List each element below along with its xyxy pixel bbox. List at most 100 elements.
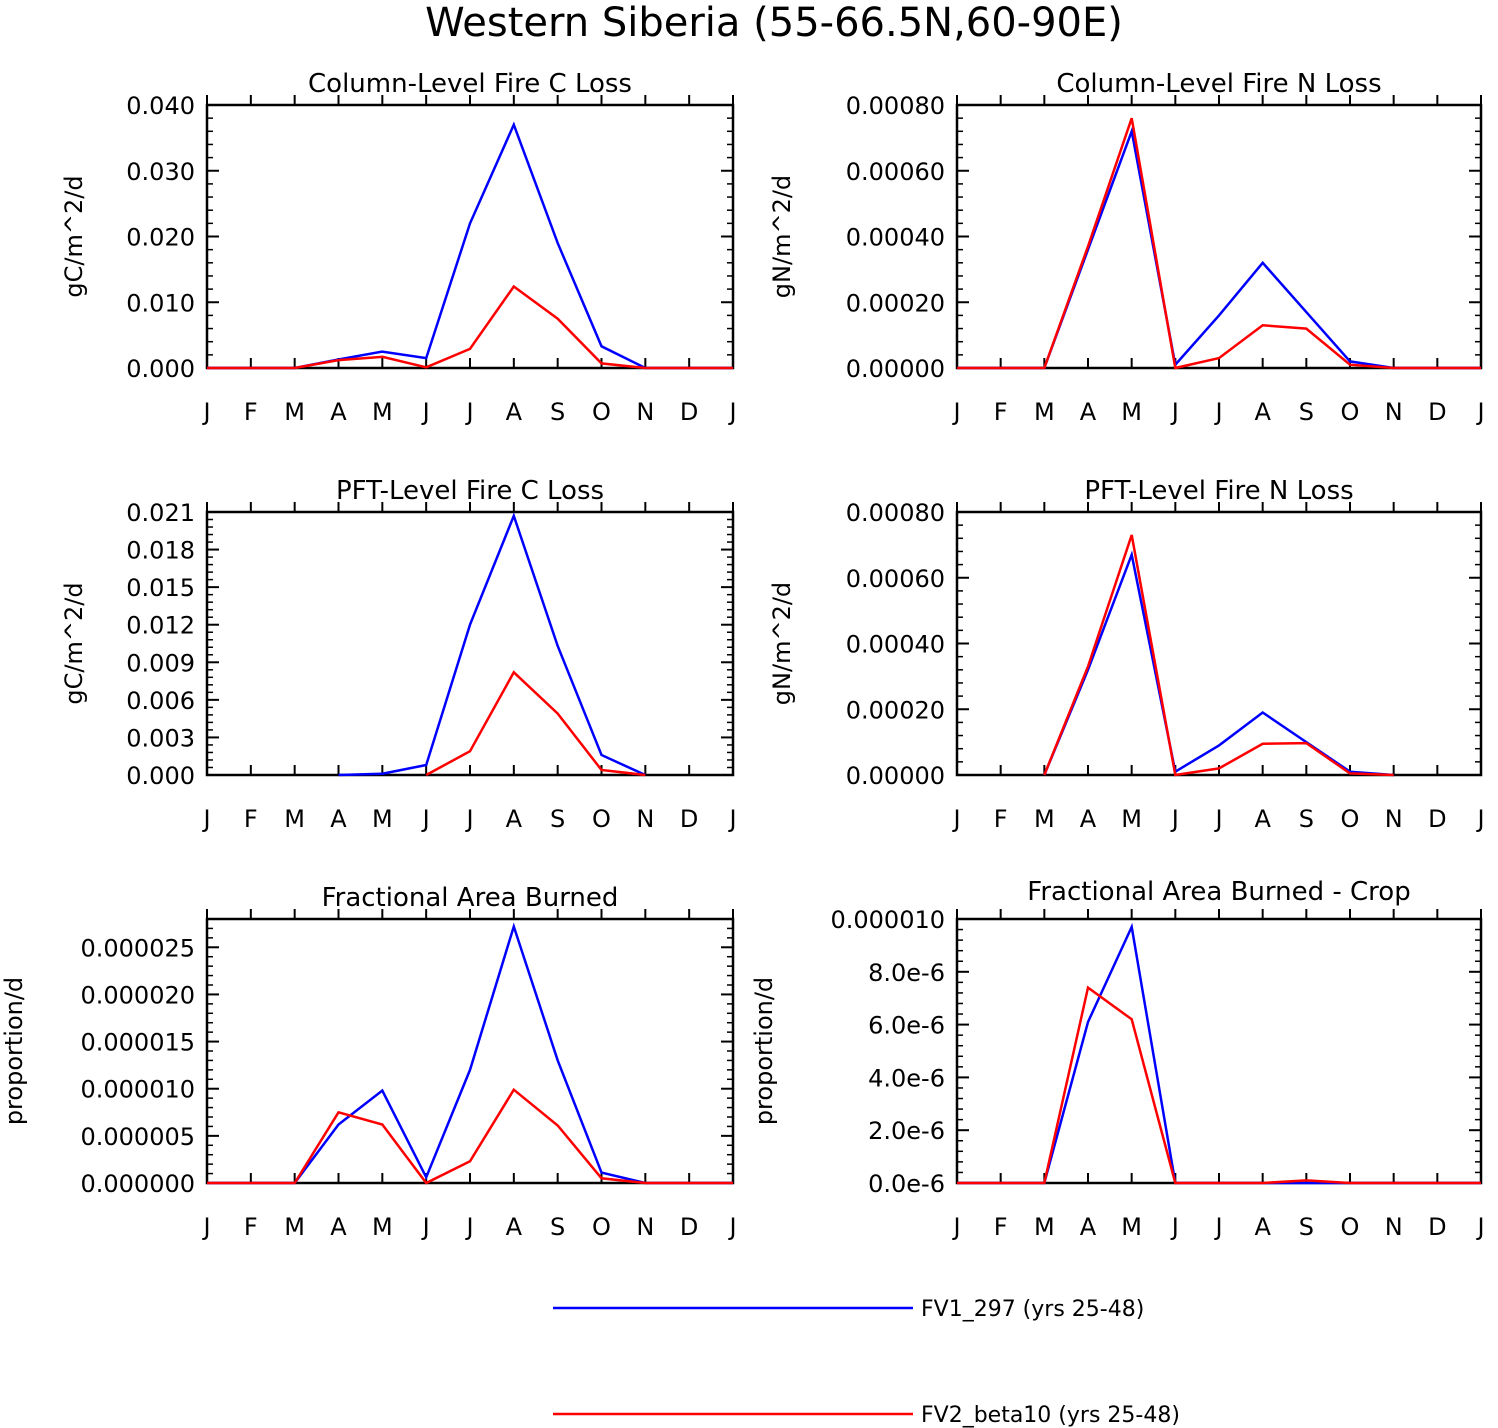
x-tick-label: F <box>994 398 1008 426</box>
series-line-fv1 <box>957 126 1481 370</box>
y-axis-label: gN/m^2/d <box>768 582 796 705</box>
x-tick-label: A <box>506 1213 523 1241</box>
series-line-fv2 <box>1043 534 1394 777</box>
plot-frame <box>205 103 735 370</box>
plot-frame <box>955 510 1483 777</box>
x-tick-label: A <box>330 398 347 426</box>
x-tick-label: F <box>994 805 1008 833</box>
chart-panel-6: Fractional Area Burned - Crop proportion/… <box>750 877 1485 1241</box>
x-tick-label: S <box>1299 398 1314 426</box>
x-tick-label: O <box>1341 398 1360 426</box>
x-tick-label: J <box>1213 398 1222 426</box>
y-tick-label: 0.00020 <box>846 696 945 724</box>
x-tick-label: S <box>1299 1213 1314 1241</box>
x-tick-label: N <box>1385 398 1403 426</box>
y-tick-label: 6.0e-6 <box>868 1012 945 1040</box>
x-tick-label: J <box>421 398 430 426</box>
y-axis-label: proportion/d <box>750 977 778 1125</box>
x-tick-label: J <box>951 805 960 833</box>
x-tick-label: O <box>1341 805 1360 833</box>
x-tick-label: M <box>1121 805 1142 833</box>
series-line-fv2 <box>957 985 1481 1185</box>
y-tick-label: 0.000000 <box>80 1170 195 1198</box>
x-tick-label: N <box>636 398 654 426</box>
y-tick-label: 0.00080 <box>846 92 945 120</box>
series-line-fv2 <box>425 670 646 777</box>
x-tick-label: J <box>1475 398 1484 426</box>
x-tick-label: J <box>464 1213 473 1241</box>
y-tick-label: 0.0e-6 <box>868 1170 945 1198</box>
plot-frame <box>205 510 735 777</box>
figure-title: Western Siberia (55-66.5N,60-90E) <box>425 0 1123 46</box>
x-tick-label: M <box>1034 1213 1055 1241</box>
x-tick-label: S <box>550 398 565 426</box>
y-tick-label: 0.000010 <box>830 906 945 934</box>
x-tick-label: S <box>1299 805 1314 833</box>
x-tick-label: M <box>1121 1213 1142 1241</box>
y-tick-label: 0.018 <box>126 537 195 565</box>
y-tick-label: 0.00060 <box>846 158 945 186</box>
y-tick-label: 2.0e-6 <box>868 1117 945 1145</box>
x-tick-label: A <box>1254 805 1271 833</box>
y-tick-label: 0.020 <box>126 224 195 252</box>
series-line-fv1 <box>207 922 733 1185</box>
y-tick-label: 8.0e-6 <box>868 959 945 987</box>
x-tick-label: O <box>592 805 611 833</box>
panel-title: Fractional Area Burned - Crop <box>1027 877 1410 907</box>
x-tick-label: A <box>1254 1213 1271 1241</box>
x-tick-label: N <box>636 1213 654 1241</box>
legend-label-fv1: FV1_297 (yrs 25-48) <box>921 1297 1144 1322</box>
x-tick-label: J <box>464 805 473 833</box>
y-axis-label: proportion/d <box>0 977 28 1125</box>
x-tick-label: J <box>201 805 210 833</box>
x-tick-label: M <box>1034 398 1055 426</box>
x-tick-label: O <box>592 1213 611 1241</box>
x-tick-label: M <box>372 1213 393 1241</box>
x-tick-label: M <box>1121 398 1142 426</box>
y-tick-label: 0.00000 <box>846 355 945 383</box>
x-tick-label: D <box>1428 398 1446 426</box>
series-line-fv2 <box>207 284 733 370</box>
x-tick-label: J <box>1213 1213 1222 1241</box>
y-axis-label: gC/m^2/d <box>60 175 88 297</box>
x-tick-label: M <box>284 398 305 426</box>
x-tick-label: A <box>506 805 523 833</box>
y-tick-label: 0.000020 <box>80 981 195 1009</box>
y-tick-label: 0.00020 <box>846 289 945 317</box>
y-tick-label: 0.015 <box>126 574 195 602</box>
x-tick-label: D <box>680 805 698 833</box>
x-tick-label: A <box>1080 1213 1097 1241</box>
x-tick-label: A <box>1254 398 1271 426</box>
x-tick-label: J <box>1170 1213 1179 1241</box>
y-tick-label: 0.021 <box>126 499 195 527</box>
x-tick-label: A <box>506 398 523 426</box>
x-tick-label: J <box>1213 805 1222 833</box>
x-tick-label: J <box>1170 398 1179 426</box>
x-tick-label: O <box>592 398 611 426</box>
x-tick-label: F <box>244 1213 258 1241</box>
x-tick-label: J <box>201 1213 210 1241</box>
y-tick-label: 0.040 <box>126 92 195 120</box>
x-tick-label: N <box>1385 1213 1403 1241</box>
y-tick-label: 0.00040 <box>846 631 945 659</box>
y-tick-label: 0.010 <box>126 289 195 317</box>
y-tick-label: 0.030 <box>126 158 195 186</box>
x-tick-label: J <box>727 1213 736 1241</box>
y-tick-label: 0.000 <box>126 762 195 790</box>
x-tick-label: O <box>1341 1213 1360 1241</box>
x-tick-label: J <box>464 398 473 426</box>
x-tick-label: D <box>680 398 698 426</box>
panel-title: Fractional Area Burned <box>322 883 619 913</box>
x-tick-label: F <box>244 398 258 426</box>
x-tick-label: A <box>330 1213 347 1241</box>
legend: FV1_297 (yrs 25-48) FV2_beta10 (yrs 25-4… <box>553 1297 1180 1428</box>
x-tick-label: A <box>1080 805 1097 833</box>
x-tick-label: J <box>1475 805 1484 833</box>
x-tick-label: M <box>284 1213 305 1241</box>
